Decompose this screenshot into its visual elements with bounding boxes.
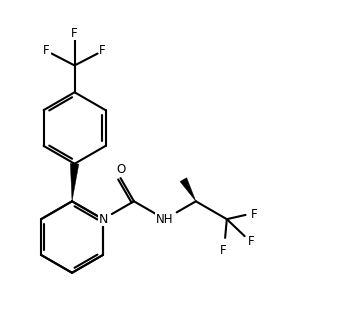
Text: F: F [251, 208, 257, 221]
Text: F: F [43, 44, 50, 57]
Text: N: N [98, 213, 108, 226]
Text: F: F [220, 244, 227, 257]
Text: O: O [117, 163, 126, 176]
Polygon shape [70, 163, 79, 201]
Text: NH: NH [156, 213, 174, 226]
Text: F: F [248, 235, 255, 248]
Text: F: F [99, 44, 106, 57]
Polygon shape [180, 178, 196, 201]
Text: F: F [71, 27, 78, 40]
